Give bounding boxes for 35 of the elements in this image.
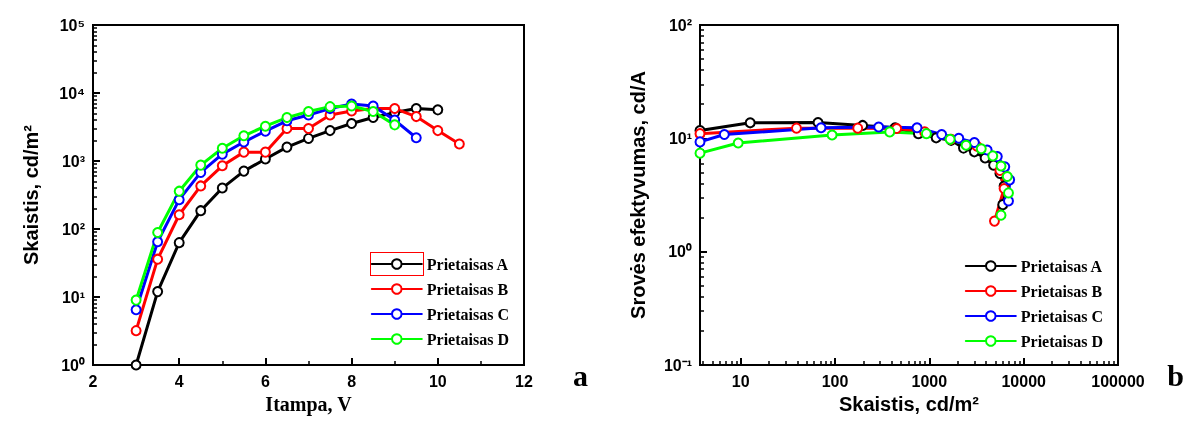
y-tick-label: 10⁴ — [59, 84, 86, 102]
x-tick-label: 10000 — [1001, 372, 1047, 390]
x-tick-label: 6 — [260, 372, 270, 390]
y-tick-label: 10² — [668, 16, 692, 34]
y-tick-label: 10⁻¹ — [663, 356, 692, 374]
x-tick-label: 8 — [347, 372, 357, 390]
y-tick-label: 10⁰ — [668, 243, 692, 261]
x-tick-label: 12 — [515, 372, 533, 390]
text: b — [1167, 358, 1184, 392]
y-tick-label: 10⁰ — [61, 356, 85, 374]
legend-label: Prietaisas D — [1020, 332, 1103, 350]
y-tick-label: 10² — [61, 220, 85, 238]
legend-label: Prietaisas B — [426, 280, 509, 298]
y-tick-label: 10¹ — [668, 129, 692, 147]
text: a — [573, 358, 588, 392]
x-tick-label: 2 — [88, 372, 98, 390]
x-axis-title: Skaistis, cd/m² — [838, 392, 980, 415]
x-axis-title: Itampa, V — [265, 392, 353, 416]
legend-label: Prietaisas A — [1020, 257, 1103, 275]
x-tick-label: 10 — [428, 372, 447, 390]
y-tick-label: 10⁵ — [59, 16, 85, 34]
legend-label: Prietaisas C — [426, 305, 509, 323]
legend-label: Prietaisas D — [426, 330, 509, 348]
x-tick-label: 4 — [174, 372, 184, 390]
y-axis-title: Srovės efektyvumas, cd/A — [627, 71, 649, 319]
y-tick-label: 10³ — [61, 152, 85, 170]
x-tick-label: 10 — [731, 372, 750, 390]
legend-label: Prietaisas A — [426, 255, 509, 273]
legend-label: Prietaisas C — [1020, 307, 1103, 325]
x-tick-label: 1000 — [911, 372, 948, 390]
x-tick-label: 100000 — [1091, 372, 1145, 390]
legend-label: Prietaisas B — [1020, 282, 1103, 300]
y-tick-label: 10¹ — [61, 288, 85, 306]
y-axis-title: Skaistis, cd/m² — [20, 124, 42, 266]
x-tick-label: 100 — [821, 372, 849, 390]
